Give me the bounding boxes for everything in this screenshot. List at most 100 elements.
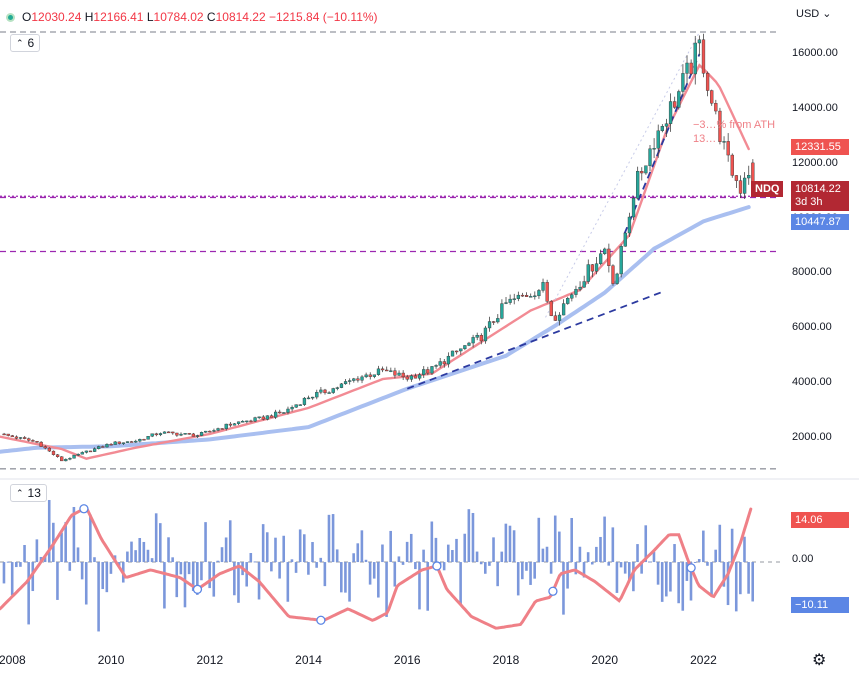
candle xyxy=(747,165,751,185)
candle xyxy=(253,416,257,423)
osc-bar xyxy=(726,562,730,606)
osc-bar xyxy=(508,525,512,563)
candle-body xyxy=(199,432,204,436)
slow-moving-average xyxy=(0,205,751,454)
candle-body xyxy=(315,392,319,398)
osc-bar xyxy=(537,517,541,563)
time-tick-label: 2008 xyxy=(0,653,26,667)
osc-bar xyxy=(179,562,183,575)
ath-annotation: −3…% from ATH 13… xyxy=(693,119,775,145)
candle xyxy=(18,437,23,440)
candle xyxy=(508,294,512,305)
osc-bar xyxy=(331,514,335,563)
candle xyxy=(195,434,200,438)
candle xyxy=(10,434,14,438)
osc-bar xyxy=(512,530,516,563)
candle-body xyxy=(376,368,381,375)
main-pane-indicator-toggle[interactable]: ⌃ 6 xyxy=(10,34,41,52)
chevron-icon: ⌃ xyxy=(16,37,24,48)
candle-body xyxy=(269,415,274,418)
osc-bar xyxy=(434,537,438,563)
osc-bar xyxy=(233,562,236,596)
candle-body xyxy=(455,350,459,353)
candle-body xyxy=(236,421,241,424)
osc-bar xyxy=(516,562,520,596)
candle-body xyxy=(582,281,586,288)
oscillator-pane-toggle[interactable]: ⌃ 13 xyxy=(10,484,47,502)
candle xyxy=(224,423,228,431)
price-tick-label: 6000.00 xyxy=(792,321,832,334)
candle xyxy=(130,440,134,443)
osc-bar xyxy=(409,533,413,563)
osc-bar xyxy=(163,562,166,609)
candle xyxy=(339,383,344,389)
candle xyxy=(306,395,311,400)
candle-body xyxy=(220,428,224,430)
slow-ma-line xyxy=(0,205,751,454)
candle xyxy=(64,458,68,462)
candle-body xyxy=(286,408,290,413)
currency-selector[interactable]: USD ⌄ xyxy=(796,8,832,20)
candle xyxy=(685,55,689,84)
osc-bar xyxy=(146,549,150,563)
osc-bar xyxy=(220,547,224,563)
candle xyxy=(660,124,664,133)
candle xyxy=(327,391,331,394)
candle-body xyxy=(594,263,599,272)
chevron-icon: ⌃ xyxy=(16,487,24,498)
candle xyxy=(738,175,743,199)
trendline-0 xyxy=(406,290,665,390)
candle-body xyxy=(31,440,35,442)
osc-bar xyxy=(660,562,664,602)
last-price-tag: 10814.22 3d 3h xyxy=(791,181,849,211)
candle-body xyxy=(566,298,570,304)
candle xyxy=(718,107,722,145)
candle-body xyxy=(171,431,175,434)
candle-body xyxy=(631,197,636,218)
candle xyxy=(537,289,541,299)
candle-body xyxy=(730,154,734,176)
candle-body xyxy=(39,441,43,447)
candle-body xyxy=(109,443,113,446)
osc-bar xyxy=(644,525,648,563)
candle xyxy=(409,374,414,382)
candle xyxy=(179,432,183,437)
candle-body xyxy=(710,90,714,104)
osc-bar xyxy=(500,551,504,563)
settings-gear-icon[interactable]: ⚙ xyxy=(812,652,827,669)
candle-body xyxy=(471,337,475,344)
price-tick-label: 4000.00 xyxy=(792,376,832,389)
candle xyxy=(134,439,138,443)
candle xyxy=(376,365,381,376)
osc-bar xyxy=(669,562,672,592)
candle-body xyxy=(257,416,261,419)
candle xyxy=(47,447,52,452)
candle-body xyxy=(479,335,483,342)
candle-body xyxy=(364,374,368,378)
candle-body xyxy=(80,452,84,455)
osc-bar xyxy=(525,562,528,571)
osc-bar xyxy=(117,562,121,566)
candle xyxy=(199,431,204,437)
candle xyxy=(125,441,130,444)
candle-body xyxy=(459,348,463,352)
candle xyxy=(430,366,434,376)
upper-ma-tag: 12331.55 xyxy=(791,139,849,155)
candle xyxy=(298,404,302,406)
candle-body xyxy=(590,264,595,272)
time-tick-label: 2018 xyxy=(492,653,520,667)
osc-hist-tag: −10.11 xyxy=(791,597,849,613)
candle xyxy=(627,212,632,238)
candle xyxy=(257,416,261,419)
osc-bar xyxy=(237,562,240,603)
candle-body xyxy=(64,459,68,462)
candle xyxy=(273,409,278,420)
candle xyxy=(385,366,389,372)
osc-bar xyxy=(426,562,429,611)
candle xyxy=(668,93,673,132)
candle xyxy=(150,433,154,438)
osc-bar xyxy=(130,541,133,563)
candle xyxy=(446,352,451,368)
osc-bar xyxy=(549,562,553,574)
price-tick-label: 2000.00 xyxy=(792,431,832,444)
